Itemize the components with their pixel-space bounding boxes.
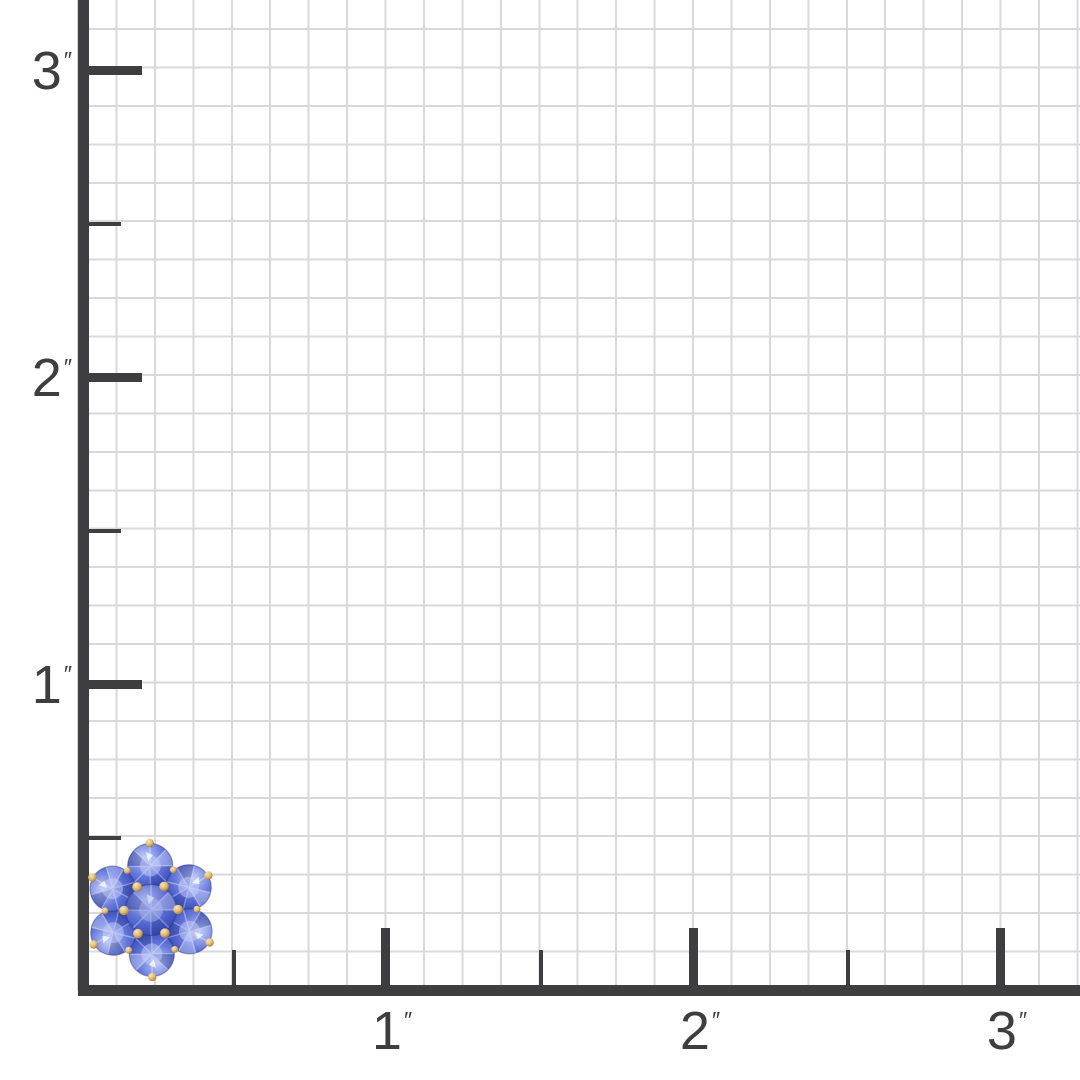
y-label-2-number: 2 (31, 348, 62, 408)
y-axis-label-1in: 1″ (0, 658, 72, 712)
x-label-1-number: 1 (371, 1001, 402, 1061)
y-tick-minor-0p5in (89, 835, 121, 840)
gold-bead (125, 946, 133, 954)
gold-beads-inner (119, 881, 183, 939)
x-axis-label-1in: 1″ (332, 1004, 452, 1058)
y-axis-label-2in: 2″ (0, 351, 72, 405)
gold-bead (171, 946, 179, 953)
y-label-2-inch-mark: ″ (63, 354, 72, 380)
y-tick-major-2in (89, 372, 142, 382)
gold-bead (123, 867, 131, 874)
x-tick-major-2in (688, 928, 698, 985)
gem-center (124, 883, 178, 937)
gold-bead (205, 938, 214, 947)
gold-bead (159, 881, 169, 892)
x-label-3-number: 3 (986, 1001, 1017, 1061)
y-tick-minor-2p5in (89, 221, 121, 226)
gold-bead (133, 928, 143, 939)
x-tick-minor-0p5in (232, 950, 236, 985)
y-axis-ruler-bar (78, 0, 89, 996)
y-tick-major-3in (89, 65, 142, 75)
y-axis-label-3in: 3″ (0, 44, 72, 98)
gold-beads-junction (101, 866, 201, 954)
x-axis-label-3in: 3″ (947, 1004, 1067, 1058)
gem-center-tint (125, 884, 177, 936)
x-tick-minor-2p5in (846, 950, 850, 985)
gold-bead (169, 866, 177, 874)
gold-bead (193, 905, 201, 913)
x-tick-minor-1p5in (539, 950, 543, 985)
x-tick-major-1in (380, 928, 390, 985)
x-label-2-number: 2 (679, 1001, 710, 1061)
gold-bead (160, 928, 170, 938)
gold-bead (101, 907, 109, 915)
gold-bead (119, 905, 129, 916)
y-label-3-number: 3 (31, 41, 62, 101)
y-tick-minor-1p5in (89, 528, 121, 533)
x-axis-label-2in: 2″ (640, 1004, 760, 1058)
y-label-1-inch-mark: ″ (63, 661, 72, 687)
x-label-1-inch-mark: ″ (403, 1007, 413, 1033)
graph-paper-grid (77, 0, 1080, 991)
x-label-3-inch-mark: ″ (1018, 1007, 1028, 1033)
x-axis-ruler-bar (78, 985, 1080, 996)
gold-bead (89, 940, 98, 949)
gold-bead (132, 882, 142, 892)
x-tick-major-3in (995, 928, 1005, 985)
gold-bead (148, 972, 157, 982)
gold-beads-tips (88, 838, 214, 982)
y-label-3-inch-mark: ″ (63, 47, 72, 73)
y-label-1-number: 1 (31, 655, 62, 715)
x-label-2-inch-mark: ″ (711, 1007, 721, 1033)
gold-bead (204, 871, 213, 880)
y-tick-major-1in (89, 679, 142, 689)
product-photo-gem-flower (81, 838, 221, 982)
gold-bead (173, 904, 183, 915)
gold-bead (88, 873, 97, 882)
gold-bead (145, 838, 154, 848)
